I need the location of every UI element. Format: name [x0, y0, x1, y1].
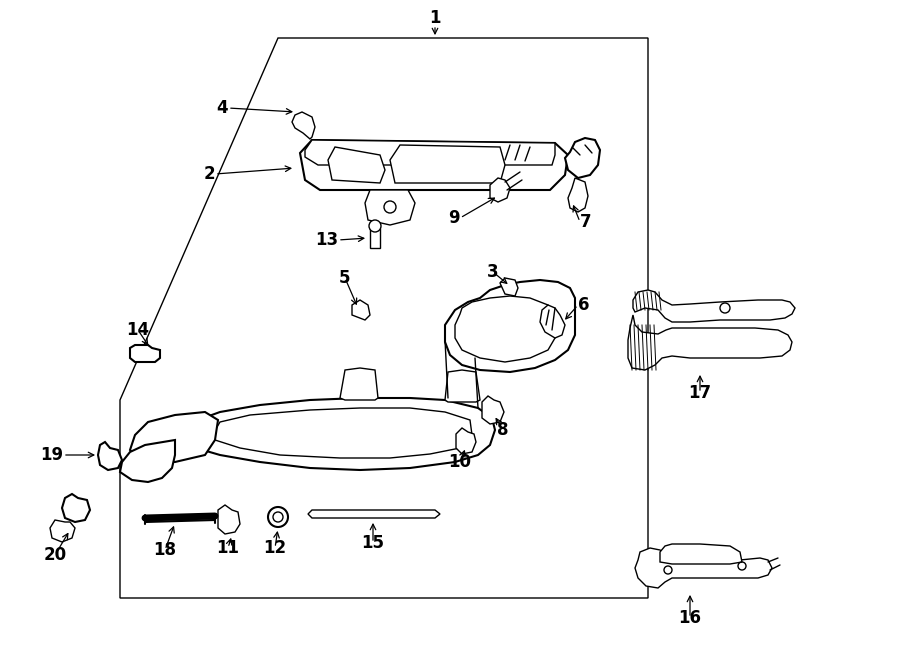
Circle shape: [268, 507, 288, 527]
Polygon shape: [305, 140, 555, 165]
Polygon shape: [328, 147, 385, 183]
Text: 3: 3: [487, 263, 499, 281]
Circle shape: [369, 220, 381, 232]
Text: 9: 9: [448, 209, 460, 227]
Polygon shape: [456, 428, 476, 454]
Polygon shape: [660, 544, 742, 564]
Polygon shape: [130, 345, 160, 362]
Polygon shape: [370, 228, 380, 248]
Polygon shape: [340, 368, 378, 400]
Text: 12: 12: [264, 539, 286, 557]
Polygon shape: [98, 442, 122, 470]
Polygon shape: [180, 398, 495, 470]
Polygon shape: [455, 296, 555, 362]
Polygon shape: [130, 412, 218, 462]
Polygon shape: [50, 520, 75, 542]
Polygon shape: [300, 140, 568, 190]
Polygon shape: [218, 505, 240, 534]
Polygon shape: [120, 440, 175, 482]
Text: 10: 10: [448, 453, 472, 471]
Polygon shape: [445, 280, 575, 372]
Polygon shape: [568, 178, 588, 212]
Text: 4: 4: [216, 99, 228, 117]
Polygon shape: [352, 300, 370, 320]
Polygon shape: [365, 190, 415, 225]
Polygon shape: [308, 510, 440, 518]
Text: 15: 15: [362, 534, 384, 552]
Text: 19: 19: [40, 446, 63, 464]
Polygon shape: [292, 112, 315, 139]
Polygon shape: [635, 548, 772, 588]
Text: 18: 18: [154, 541, 176, 559]
Text: 13: 13: [315, 231, 338, 249]
Polygon shape: [482, 396, 504, 424]
Polygon shape: [628, 315, 792, 370]
Polygon shape: [445, 370, 480, 402]
Polygon shape: [62, 494, 90, 522]
Text: 8: 8: [497, 421, 508, 439]
Polygon shape: [633, 290, 795, 322]
Text: 2: 2: [203, 165, 215, 183]
Text: 7: 7: [580, 213, 591, 231]
Text: 14: 14: [126, 321, 149, 339]
Text: 6: 6: [578, 296, 590, 314]
Text: 1: 1: [429, 9, 441, 27]
Polygon shape: [214, 408, 472, 458]
Polygon shape: [490, 178, 510, 202]
Polygon shape: [565, 138, 600, 178]
Text: 17: 17: [688, 384, 712, 402]
Polygon shape: [540, 305, 565, 338]
Text: 20: 20: [43, 546, 67, 564]
Text: 11: 11: [217, 539, 239, 557]
Polygon shape: [390, 145, 505, 183]
Text: 16: 16: [679, 609, 701, 627]
Polygon shape: [500, 278, 518, 296]
Text: 5: 5: [339, 269, 351, 287]
